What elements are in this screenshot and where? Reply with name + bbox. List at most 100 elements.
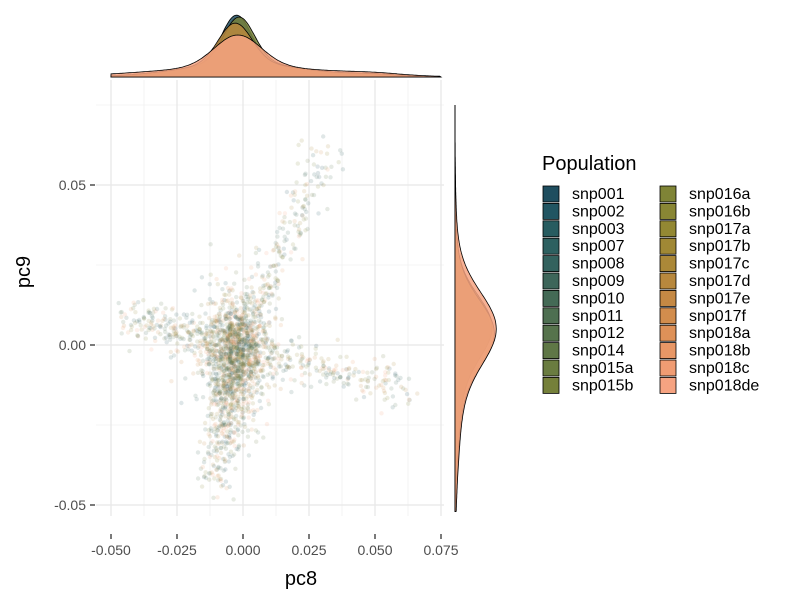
scatter-point: [210, 341, 215, 347]
scatter-point: [313, 351, 318, 356]
scatter-point: [221, 336, 226, 341]
scatter-point: [203, 338, 208, 344]
scatter-point: [225, 335, 231, 340]
scatter-point: [251, 347, 256, 352]
scatter-point: [240, 361, 245, 366]
x-axis-ticks: -0.050 -0.025 0.000 0.025 0.050 0.075: [91, 534, 459, 558]
scatter-point: [238, 349, 244, 354]
scatter-point: [207, 349, 212, 354]
scatter-point: [226, 374, 232, 380]
scatter-point: [265, 356, 271, 362]
scatter-point: [221, 383, 227, 388]
scatter-point: [285, 230, 291, 235]
scatter-point: [253, 346, 258, 351]
scatter-point: [252, 309, 257, 314]
scatter-point: [231, 362, 236, 367]
scatter-point: [226, 414, 231, 420]
scatter-point: [229, 375, 234, 380]
scatter-point: [218, 308, 223, 313]
scatter-point: [256, 324, 261, 329]
scatter-point: [218, 466, 223, 471]
scatter-point: [406, 376, 412, 381]
scatter-point: [259, 369, 264, 374]
top-marginal-density: [110, 14, 443, 78]
scatter-point: [217, 338, 223, 343]
scatter-point: [210, 318, 215, 323]
scatter-point: [230, 453, 235, 458]
scatter-point: [219, 396, 224, 401]
scatter-point: [325, 144, 331, 149]
scatter-point: [238, 369, 244, 374]
scatter-point: [358, 377, 363, 383]
scatter-point: [210, 334, 216, 339]
scatter-point: [224, 341, 230, 346]
scatter-point: [228, 322, 233, 327]
scatter-point: [231, 380, 236, 385]
scatter-point: [118, 310, 123, 315]
scatter-point: [215, 365, 220, 370]
scatter-point: [245, 405, 250, 410]
scatter-point: [252, 352, 258, 357]
scatter-point: [230, 357, 236, 363]
scatter-point: [263, 339, 268, 345]
scatter-point: [125, 330, 131, 335]
scatter-point: [227, 337, 232, 342]
scatter-point: [248, 296, 253, 301]
scatter-point: [230, 356, 235, 362]
scatter-point: [244, 362, 249, 368]
scatter-point: [207, 339, 213, 344]
scatter-point: [224, 381, 229, 386]
scatter-point: [217, 423, 222, 429]
legend-swatch: [542, 342, 560, 360]
scatter-point: [314, 343, 319, 349]
legend-label: snp012: [572, 325, 625, 342]
scatter-point: [249, 357, 254, 362]
scatter-point: [225, 310, 231, 316]
scatter-point: [270, 292, 275, 297]
scatter-point: [231, 336, 236, 341]
scatter-point: [245, 359, 250, 364]
scatter-point: [223, 371, 228, 376]
scatter-point: [264, 338, 270, 343]
legend-swatch: [659, 255, 677, 273]
scatter-point: [250, 401, 256, 406]
scatter-point: [245, 347, 250, 353]
scatter-point: [282, 211, 288, 216]
scatter-point: [335, 337, 340, 342]
scatter-point: [238, 325, 243, 330]
scatter-point: [236, 342, 242, 347]
scatter-point: [221, 468, 226, 473]
scatter-point: [197, 327, 202, 332]
scatter-point: [228, 345, 234, 350]
scatter-point: [220, 364, 225, 369]
scatter-point: [344, 367, 349, 372]
scatter-point: [205, 328, 210, 333]
scatter-point: [227, 332, 233, 337]
scatter-point: [195, 331, 200, 336]
scatter-point: [303, 228, 308, 233]
scatter-point: [242, 371, 248, 376]
scatter-point: [387, 366, 392, 371]
scatter-point: [240, 325, 245, 330]
scatter-point: [216, 382, 221, 387]
scatter-point: [365, 378, 371, 383]
scatter-point: [217, 350, 222, 355]
scatter-point: [222, 378, 227, 383]
legend-label: snp011: [572, 308, 623, 325]
scatter-point: [381, 385, 386, 390]
scatter-point: [273, 367, 278, 372]
scatter-point: [219, 367, 224, 372]
scatter-point: [215, 427, 220, 433]
scatter-point: [209, 375, 214, 380]
scatter-point: [238, 389, 243, 394]
scatter-point: [227, 354, 233, 359]
scatter-point: [251, 417, 256, 423]
scatter-point: [259, 303, 264, 308]
scatter-point: [205, 413, 210, 419]
scatter-point: [284, 364, 290, 369]
scatter-point: [215, 328, 221, 333]
scatter-point: [202, 343, 208, 349]
scatter-point: [284, 189, 290, 195]
scatter-point: [231, 338, 237, 343]
scatter-point: [223, 389, 228, 394]
